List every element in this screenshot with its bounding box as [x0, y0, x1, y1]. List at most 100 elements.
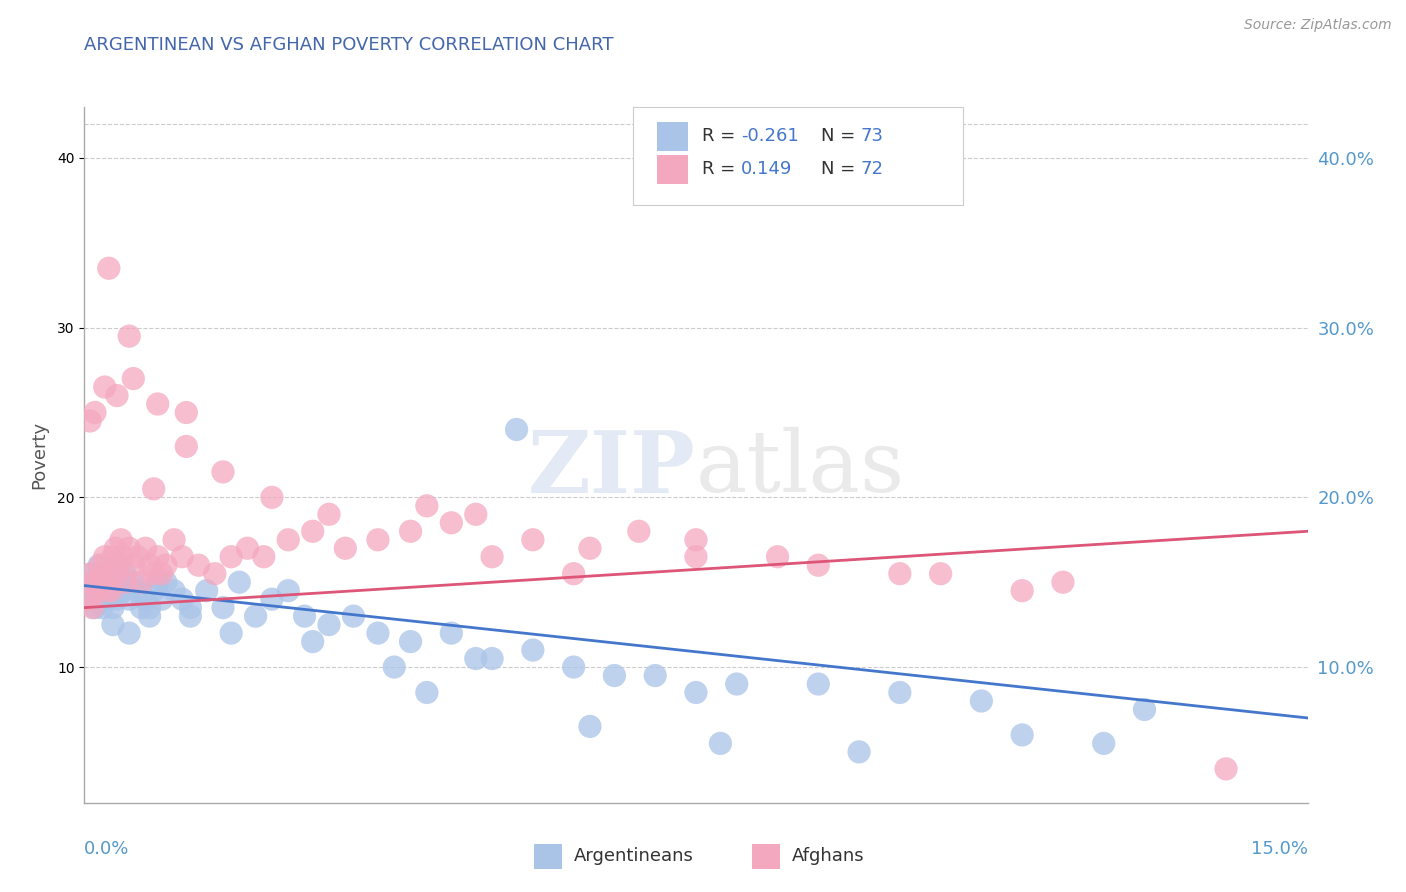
Text: R =: R =: [702, 128, 741, 145]
Text: Argentineans: Argentineans: [574, 847, 693, 865]
Point: [603, 668, 626, 682]
Text: ARGENTINEAN VS AFGHAN POVERTY CORRELATION CHART: ARGENTINEAN VS AFGHAN POVERTY CORRELATIO…: [84, 36, 614, 54]
Point: [90, 558, 112, 573]
Point: [84, 600, 107, 615]
Point: [464, 651, 486, 665]
Point: [122, 558, 145, 573]
Point: [96, 583, 118, 598]
Point: [86, 575, 108, 590]
Point: [142, 583, 165, 598]
Text: R =: R =: [702, 161, 747, 178]
Point: [114, 566, 136, 581]
Point: [807, 558, 830, 573]
Point: [174, 439, 197, 453]
Point: [127, 583, 149, 598]
Text: 15.0%: 15.0%: [1250, 840, 1308, 858]
Point: [87, 575, 110, 590]
Point: [245, 609, 267, 624]
Point: [90, 592, 112, 607]
Point: [146, 549, 169, 564]
Point: [118, 541, 141, 556]
Point: [522, 533, 544, 547]
Point: [100, 583, 122, 598]
Point: [138, 558, 160, 573]
Point: [79, 414, 101, 428]
Point: [150, 592, 173, 607]
Point: [122, 575, 145, 590]
Point: [163, 583, 186, 598]
Point: [399, 524, 422, 539]
Point: [294, 609, 316, 624]
Point: [562, 566, 585, 581]
Point: [150, 566, 173, 581]
Text: -0.261: -0.261: [741, 128, 799, 145]
Point: [342, 609, 364, 624]
Text: N =: N =: [821, 128, 860, 145]
Point: [522, 643, 544, 657]
Point: [87, 558, 110, 573]
Point: [481, 651, 503, 665]
Point: [1052, 575, 1074, 590]
Point: [644, 668, 666, 682]
Point: [709, 736, 731, 750]
Text: Source: ZipAtlas.com: Source: ZipAtlas.com: [1244, 18, 1392, 32]
Point: [131, 575, 153, 590]
Point: [163, 533, 186, 547]
Point: [131, 600, 153, 615]
Point: [110, 533, 132, 547]
Point: [204, 566, 226, 581]
Point: [83, 575, 105, 590]
Point: [104, 541, 127, 556]
Point: [179, 609, 201, 624]
Point: [112, 549, 135, 564]
Point: [77, 592, 100, 607]
Point: [1011, 728, 1033, 742]
Point: [127, 549, 149, 564]
Point: [118, 592, 141, 607]
Point: [228, 575, 250, 590]
Point: [253, 549, 276, 564]
Point: [505, 422, 527, 436]
Point: [301, 524, 323, 539]
Point: [579, 719, 602, 733]
Point: [416, 685, 439, 699]
Point: [440, 516, 463, 530]
Point: [318, 617, 340, 632]
Text: 72: 72: [860, 161, 883, 178]
Point: [1133, 702, 1156, 716]
Point: [105, 388, 128, 402]
Point: [82, 600, 104, 615]
Point: [80, 566, 103, 581]
Point: [172, 592, 194, 607]
Text: 0.0%: 0.0%: [84, 840, 129, 858]
Text: ZIP: ZIP: [529, 427, 696, 511]
Point: [367, 626, 389, 640]
Point: [399, 634, 422, 648]
Point: [118, 329, 141, 343]
Point: [367, 533, 389, 547]
Point: [179, 600, 201, 615]
Point: [1215, 762, 1237, 776]
Point: [685, 549, 707, 564]
Point: [382, 660, 405, 674]
Point: [562, 660, 585, 674]
Point: [105, 566, 128, 581]
Point: [219, 549, 242, 564]
Point: [929, 566, 952, 581]
Point: [138, 609, 160, 624]
Point: [79, 592, 101, 607]
Point: [118, 626, 141, 640]
Point: [685, 685, 707, 699]
Point: [101, 617, 124, 632]
Point: [86, 583, 108, 598]
Point: [135, 592, 157, 607]
Point: [219, 626, 242, 640]
Point: [260, 592, 283, 607]
Point: [110, 575, 132, 590]
Point: [318, 508, 340, 522]
Point: [142, 482, 165, 496]
Point: [91, 600, 114, 615]
Point: [579, 541, 602, 556]
Point: [335, 541, 357, 556]
Point: [260, 491, 283, 505]
